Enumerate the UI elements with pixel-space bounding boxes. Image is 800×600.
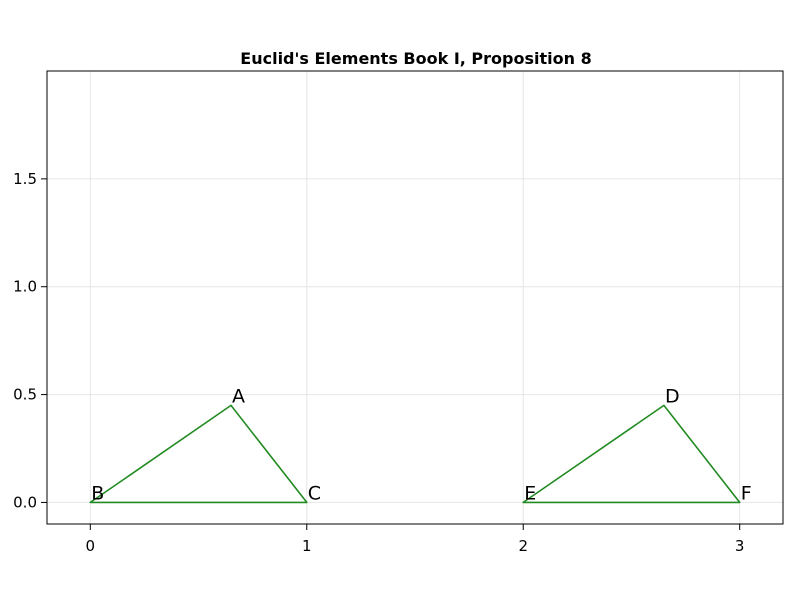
- vertex-label-a: A: [232, 385, 245, 407]
- chart-title: Euclid's Elements Book I, Proposition 8: [240, 49, 591, 68]
- vertex-label-b: B: [91, 482, 104, 504]
- vertex-label-f: F: [741, 482, 752, 504]
- plot-frame: [46, 70, 784, 525]
- y-tick-label: 0.0: [13, 493, 37, 511]
- x-tick-label: 0: [86, 537, 96, 555]
- x-tick-label: 2: [518, 537, 528, 555]
- x-tick-label: 1: [302, 537, 312, 555]
- y-tick-label: 1.5: [13, 170, 37, 188]
- vertex-label-d: D: [665, 385, 680, 407]
- triangles: [89, 404, 741, 504]
- vertex-label-c: C: [308, 482, 321, 504]
- x-axis-ticks: 0 1 2 3: [86, 524, 745, 555]
- vertex-label-e: E: [524, 482, 536, 504]
- triangle-1: [522, 404, 741, 504]
- vertex-labels: A B C D E F: [91, 385, 751, 504]
- y-tick-label: 0.5: [13, 386, 37, 404]
- triangle-0: [89, 404, 308, 504]
- x-tick-label: 3: [735, 537, 745, 555]
- y-tick-label: 1.0: [13, 278, 37, 296]
- y-axis-ticks: 0.0 0.5 1.0 1.5: [13, 170, 47, 511]
